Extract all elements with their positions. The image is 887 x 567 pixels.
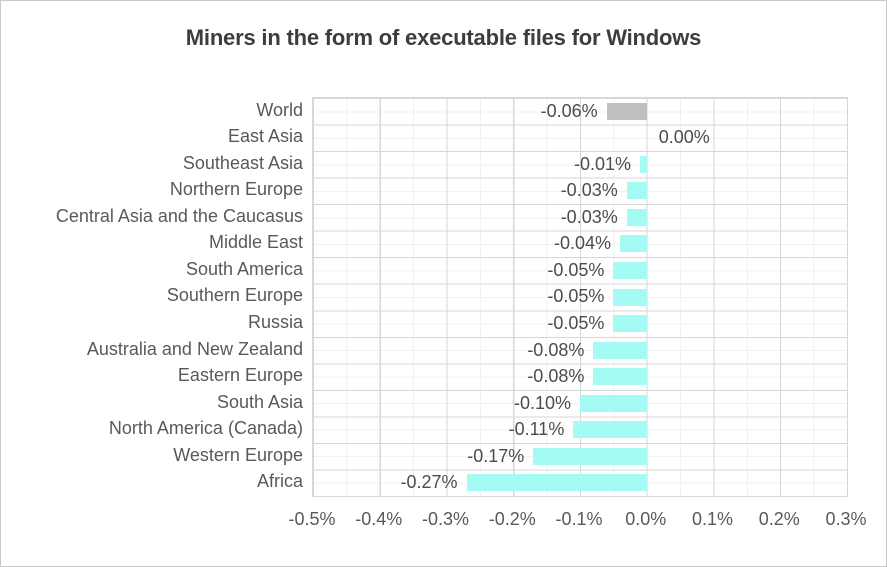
- value-label: -0.08%: [527, 339, 585, 360]
- category-label: South America: [185, 258, 303, 279]
- bar: [580, 394, 647, 412]
- category-label: Eastern Europe: [177, 365, 303, 386]
- bar: [466, 474, 647, 492]
- x-axis: -0.5% -0.4% -0.3% -0.2% -0.1% 0.0% 0.1% 0.2% 0.3…: [1, 507, 886, 535]
- x-tick-label: -0.4%: [355, 509, 403, 529]
- bar: [640, 155, 647, 173]
- bar: [573, 421, 647, 439]
- category-label: Africa: [256, 471, 303, 492]
- chart-title: Miners in the form of executable files f…: [185, 25, 702, 50]
- value-label: -0.03%: [560, 180, 618, 201]
- category-label: Australia and New Zealand: [86, 338, 303, 359]
- bar: [606, 102, 647, 120]
- category-label: Central Asia and the Caucasus: [55, 205, 303, 226]
- category-label: Middle East: [208, 232, 303, 253]
- x-tick-label: 0.0%: [625, 509, 667, 529]
- value-label: -0.04%: [554, 233, 612, 254]
- bar: [613, 315, 647, 333]
- value-label: -0.03%: [560, 206, 618, 227]
- x-tick-label: -0.5%: [288, 509, 336, 529]
- bar: [593, 341, 647, 359]
- value-label: -0.06%: [540, 100, 598, 121]
- value-label: -0.05%: [547, 259, 605, 280]
- bar: [613, 261, 647, 279]
- category-axis: World East Asia Southeast Asia Northern Eur…: [1, 97, 303, 495]
- x-tick-label: 0.1%: [691, 509, 734, 529]
- bar: [626, 182, 647, 200]
- category-label: Western Europe: [173, 444, 303, 465]
- bar: [533, 447, 647, 465]
- x-tick-label: 0.2%: [758, 509, 800, 529]
- bar: [626, 208, 647, 226]
- bar: [613, 288, 647, 306]
- bar: [620, 235, 647, 253]
- x-tick-label: -0.1%: [555, 509, 603, 529]
- value-label: -0.08%: [527, 366, 585, 387]
- category-label: Northern Europe: [169, 179, 303, 200]
- category-label: World: [256, 99, 303, 120]
- category-label: North America (Canada): [108, 418, 303, 439]
- category-label: Russia: [247, 312, 303, 333]
- bar: [593, 368, 647, 386]
- x-tick-label: -0.2%: [488, 509, 536, 529]
- category-label: Southern Europe: [166, 285, 303, 306]
- value-label: -0.11%: [508, 419, 565, 440]
- category-label: Southeast Asia: [182, 152, 303, 173]
- value-label: -0.05%: [547, 286, 605, 307]
- value-label: -0.17%: [467, 445, 525, 466]
- value-label: -0.05%: [547, 313, 605, 334]
- x-tick-label: 0.3%: [825, 509, 867, 529]
- value-label: -0.10%: [513, 392, 571, 413]
- x-tick-label: -0.3%: [421, 509, 470, 529]
- category-label: South Asia: [216, 391, 303, 412]
- value-label: 0.00%: [658, 127, 710, 148]
- plot-area: -0.06% 0.00% -0.01% -0.03% -0.03% -0.04% -0.05…: [312, 97, 848, 497]
- value-label: -0.01%: [574, 153, 632, 174]
- category-label: East Asia: [227, 126, 303, 147]
- value-label: -0.27%: [400, 472, 458, 493]
